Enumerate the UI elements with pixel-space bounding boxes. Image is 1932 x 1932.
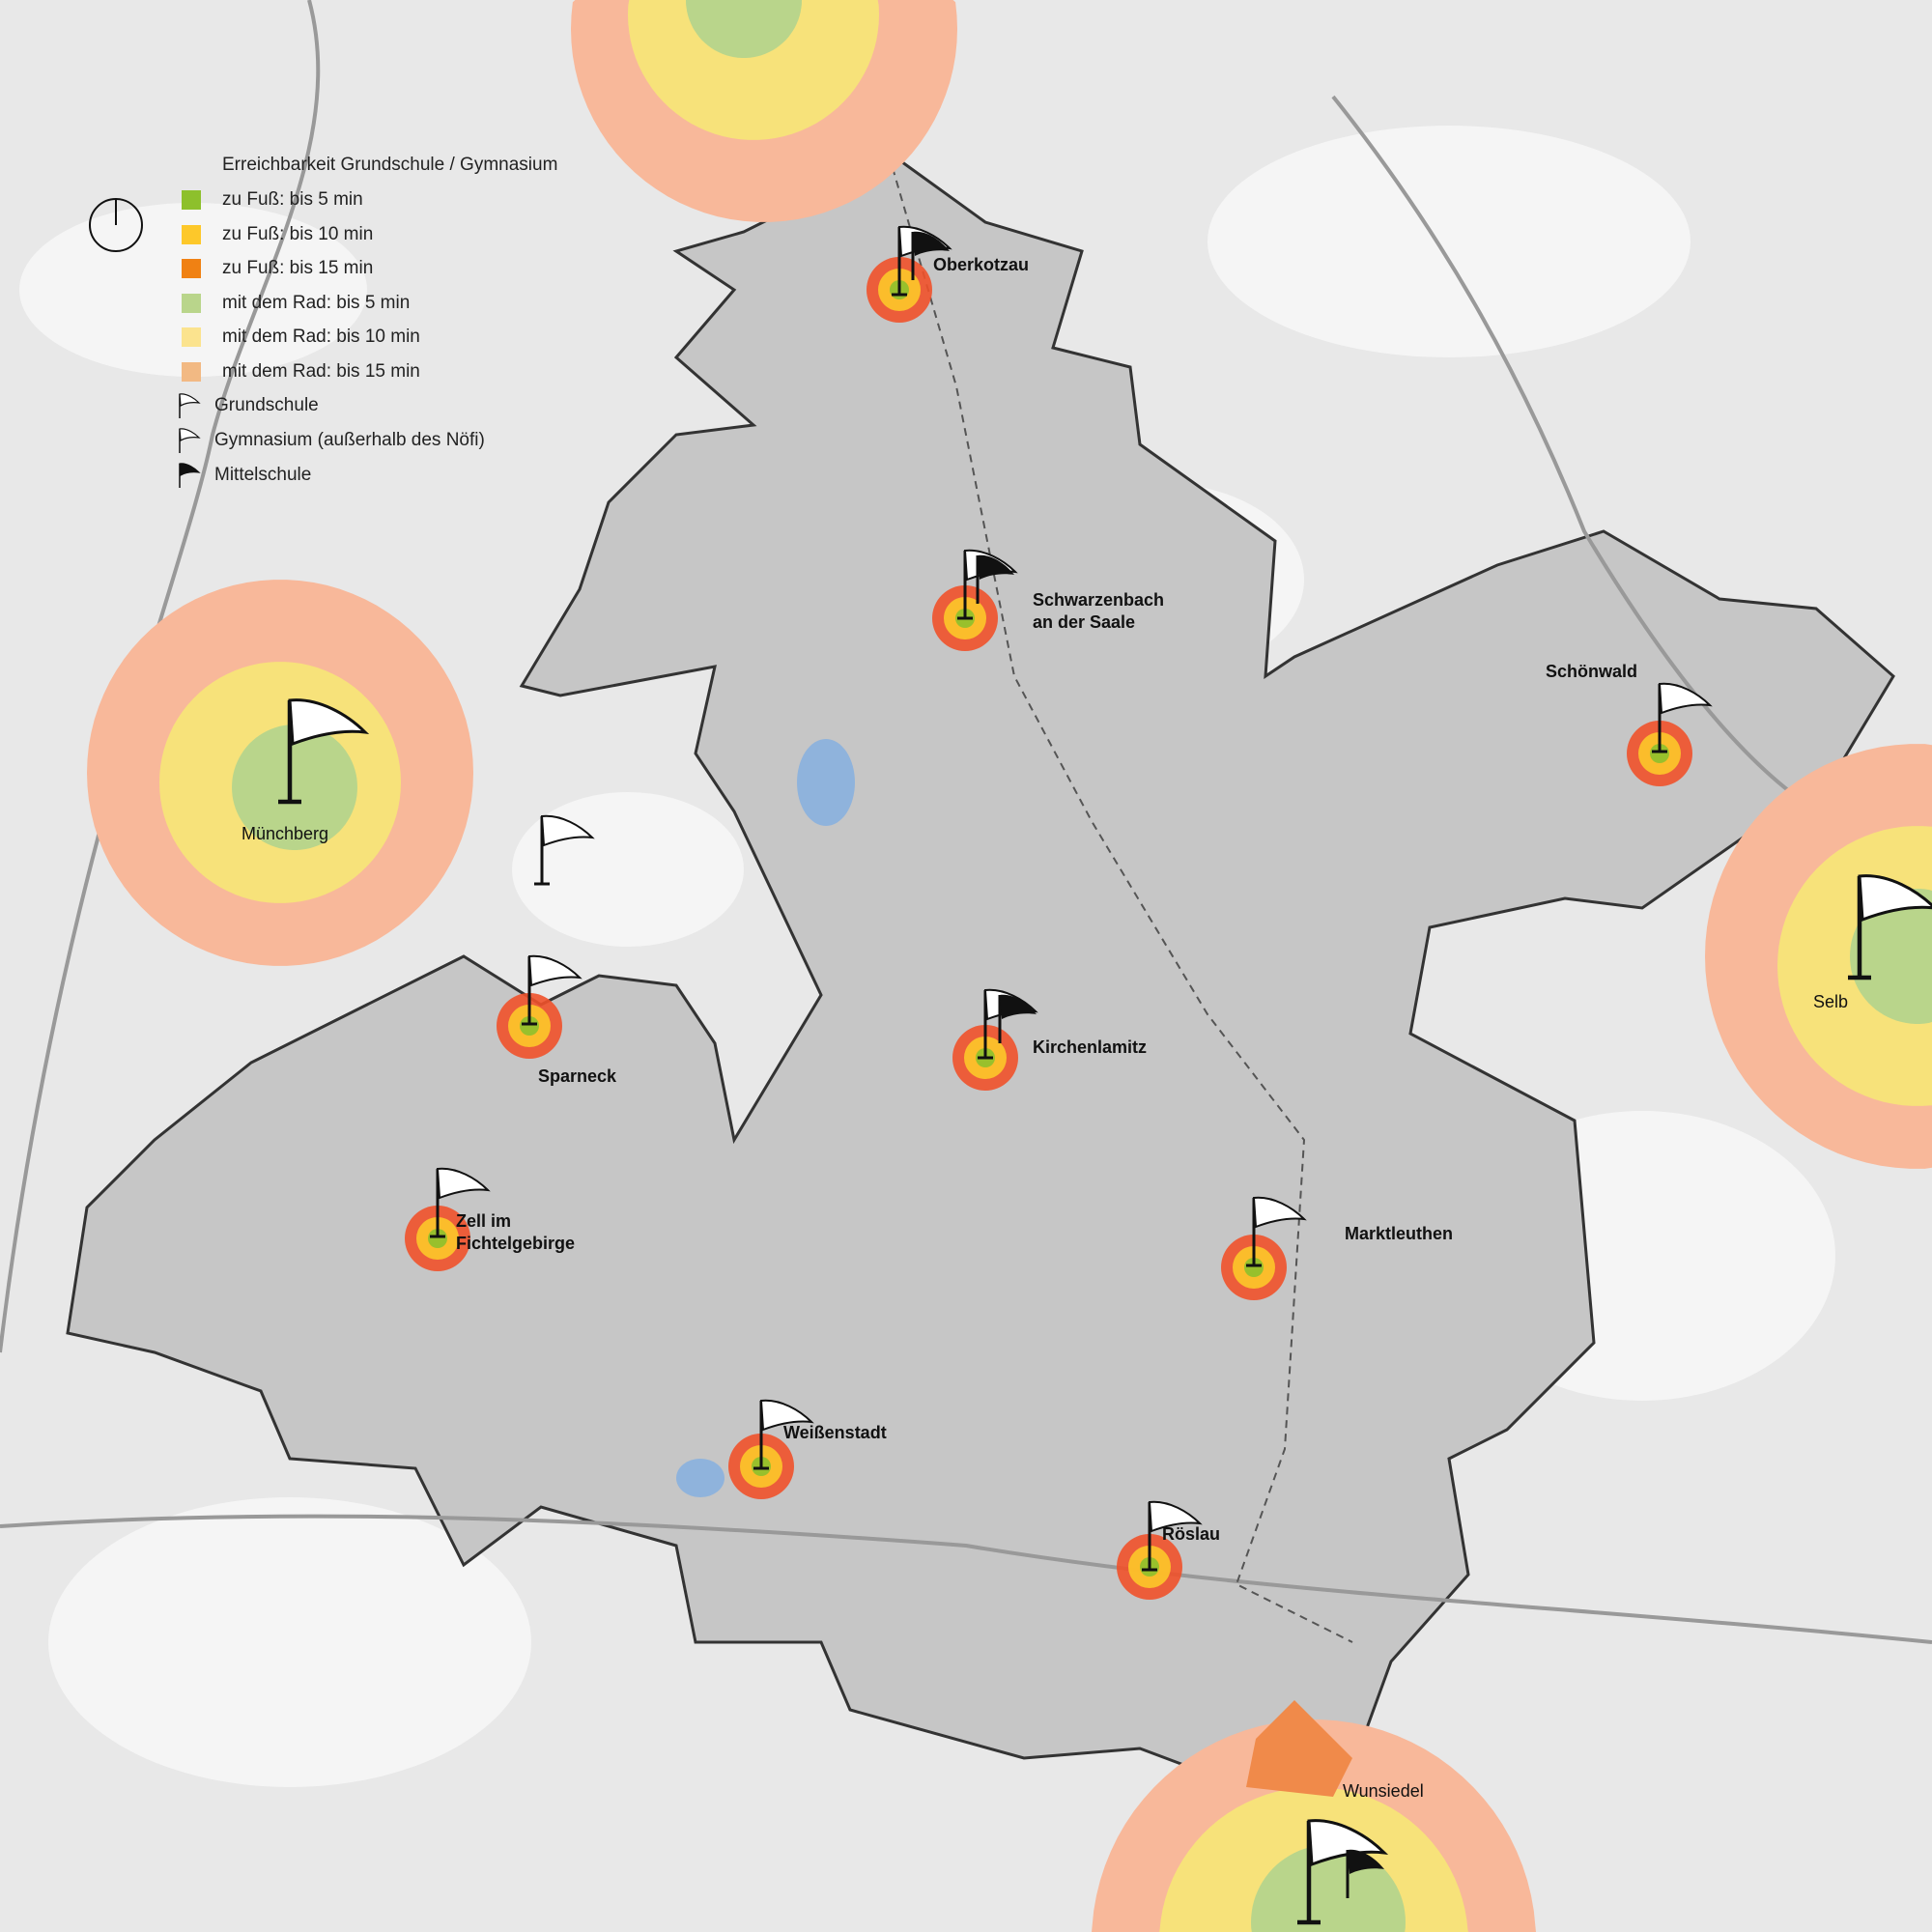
- label-kirchenlamitz: Kirchenlamitz: [1033, 1037, 1147, 1057]
- legend-item: mit dem Rad: bis 5 min: [182, 289, 410, 318]
- legend-swatch: [182, 224, 201, 244]
- legend-item: zu Fuß: bis 10 min: [182, 220, 373, 249]
- legend-swatch: [182, 293, 201, 313]
- walk-catchment-ring: [1244, 1258, 1264, 1277]
- legend-label: zu Fuß: bis 15 min: [222, 258, 374, 278]
- legend-swatch: [182, 259, 201, 278]
- label-muenchberg: Münchberg: [242, 824, 328, 843]
- white-flag-icon: [179, 393, 201, 418]
- catchment-wunsiedel-walk: [1246, 1700, 1352, 1797]
- catchment-top-ring: [686, 0, 802, 58]
- label-weissenstadt: Weißenstadt: [783, 1423, 887, 1442]
- label-schwarzenbach-1: Schwarzenbach: [1033, 590, 1164, 610]
- legend-label: zu Fuß: bis 5 min: [222, 189, 363, 210]
- district-boundary: [66, 157, 1895, 1779]
- railway: [888, 154, 1353, 1643]
- label-zell-2: Fichtelgebirge: [456, 1234, 575, 1253]
- label-sparneck: Sparneck: [538, 1066, 617, 1086]
- legend-label: mit dem Rad: bis 5 min: [222, 292, 411, 313]
- legend-item: Mittelschule: [179, 461, 312, 490]
- legend-item: zu Fuß: bis 15 min: [182, 254, 373, 283]
- legend-label: Grundschule: [214, 395, 319, 415]
- legend-label: zu Fuß: bis 10 min: [222, 223, 374, 244]
- label-schwarzenbach-2: an der Saale: [1033, 612, 1135, 632]
- label-roeslau: Röslau: [1162, 1524, 1220, 1544]
- legend-label: mit dem Rad: bis 10 min: [222, 327, 420, 347]
- legend-item: zu Fuß: bis 5 min: [182, 185, 363, 214]
- legend-item: Gymnasium (außerhalb des Nöfi): [179, 426, 485, 455]
- black-flag-icon: [179, 463, 201, 488]
- walk-catchment-ring: [520, 1016, 539, 1036]
- legend-swatch: [182, 190, 201, 210]
- legend-swatch: [182, 361, 201, 382]
- legend-label: Mittelschule: [214, 465, 312, 485]
- label-wunsiedel: Wunsiedel: [1343, 1781, 1424, 1801]
- legend-swatch: [182, 327, 201, 347]
- large-white-flag-icon: [179, 428, 201, 453]
- legend-label: Gymnasium (außerhalb des Nöfi): [214, 430, 485, 450]
- place-labels: Oberkotzau Schwarzenbach an der Saale Sc…: [242, 255, 1848, 1801]
- catchment-muenchberg-ring: [232, 724, 357, 850]
- label-selb: Selb: [1813, 992, 1848, 1011]
- label-oberkotzau: Oberkotzau: [933, 255, 1029, 274]
- legend-item: mit dem Rad: bis 15 min: [182, 357, 420, 386]
- catchment-top-ring: [628, 0, 879, 140]
- label-marktleuthen: Marktleuthen: [1345, 1224, 1453, 1243]
- bike-catchments: [87, 0, 1932, 1932]
- catchment-selb-ring: [1850, 889, 1932, 1024]
- walk-catchment-ring: [428, 1229, 447, 1248]
- legend-item: Grundschule: [179, 391, 319, 420]
- label-zell-1: Zell im: [456, 1211, 511, 1231]
- label-schoenwald: Schönwald: [1546, 662, 1637, 681]
- clock-icon: [89, 198, 143, 252]
- legend-item: mit dem Rad: bis 10 min: [182, 323, 420, 352]
- lakes: [676, 739, 855, 1497]
- legend-title: Erreichbarkeit Grundschule / Gymnasium: [222, 155, 558, 175]
- walk-catchment-ring: [1650, 744, 1669, 763]
- legend-label: mit dem Rad: bis 15 min: [222, 360, 420, 382]
- roads: [0, 0, 1932, 1644]
